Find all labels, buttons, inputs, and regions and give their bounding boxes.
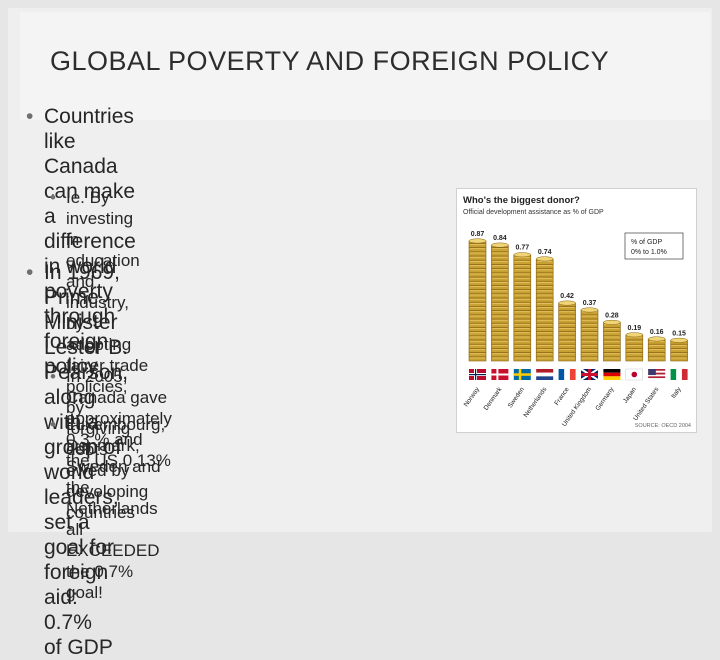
bar-value-label: 0.28	[605, 312, 619, 319]
bar	[468, 238, 487, 362]
germany-flag-icon	[603, 369, 621, 380]
bullet-line: Ie. By investing in education and indust…	[66, 188, 140, 333]
bar	[535, 256, 554, 362]
bullet-line: the US 0.13%	[66, 451, 171, 470]
category-label: France	[553, 386, 571, 407]
bar	[625, 332, 644, 362]
bar	[513, 252, 532, 362]
legend-title: % of GDP	[631, 239, 662, 246]
chart-legend: % of GDP 0% to 1.0%	[624, 232, 684, 260]
category-label: Sweden	[507, 386, 526, 410]
japan-flag-icon	[625, 368, 644, 381]
bar	[580, 307, 599, 362]
norway-flag-icon	[469, 369, 486, 380]
bar-value-label: 0.74	[538, 249, 552, 256]
category-label: Germany	[594, 386, 615, 413]
chart-source: SOURCE: OECD 2004	[635, 423, 691, 429]
bar	[491, 242, 509, 362]
bullet-line: adopting fairer trade policies, by forgi…	[66, 335, 149, 438]
bullet-marker: •	[26, 261, 34, 284]
bar	[603, 319, 621, 362]
netherlands-flag-icon	[536, 369, 554, 380]
italy-flag-icon	[670, 369, 688, 380]
bar-value-label: 0.15	[672, 330, 686, 337]
usa-flag-icon	[648, 369, 666, 380]
bar-value-label: 0.77	[515, 245, 529, 252]
bullet-marker: •	[26, 105, 34, 128]
uk-flag-icon	[580, 368, 599, 381]
bullet-line: foreign policy	[44, 330, 109, 378]
bar	[670, 337, 688, 362]
chart-bars: 0.87 0.84 0.77 0.74 0.42 0.37 0.28 0.19 0.16 0.15	[468, 231, 688, 362]
bar-value-label: 0.37	[583, 300, 597, 307]
bullet-line: In 2005, Canada gave approximately 0.3 %…	[66, 367, 172, 449]
sweden-flag-icon	[513, 369, 531, 380]
bullet-marker: •	[50, 367, 56, 386]
bar-value-label: 0.87	[471, 231, 485, 238]
bullet-line: Countries like Canada can make a	[44, 105, 136, 228]
bullet-marker: •	[50, 188, 56, 207]
france-flag-icon	[558, 369, 576, 380]
bullet-line: Luxembourg, Denmark, Sweden and the	[66, 415, 166, 497]
donor-chart-svg: Who's the biggest donor? Official develo…	[463, 195, 691, 429]
bar-value-label: 0.84	[493, 235, 507, 242]
legend-note: 0% to 1.0%	[631, 249, 667, 256]
bullet-line: Netherlands all EXCEEDED the 0.7% goal!	[66, 499, 160, 602]
bullet-line: difference in world poverty through	[44, 230, 136, 328]
title-box	[20, 12, 710, 120]
bullet-marker: •	[50, 415, 56, 434]
bar	[558, 300, 576, 362]
bar-value-label: 0.16	[650, 329, 664, 336]
category-label: Netherlands	[522, 386, 548, 419]
bullet-line: Pearson, along with a group of world	[44, 361, 129, 484]
category-label: Japan	[622, 386, 638, 405]
donor-chart: Who's the biggest donor? Official develo…	[456, 188, 697, 433]
chart-flags	[469, 368, 688, 381]
bar-value-label: 0.19	[627, 325, 641, 332]
bar-value-label: 0.42	[560, 293, 574, 300]
slide-title: GLOBAL POVERTY AND FOREIGN POLICY	[50, 46, 610, 76]
bullet-line: debts owed by developing countries	[66, 440, 149, 522]
category-label: Norway	[463, 386, 482, 409]
category-label: Italy	[670, 386, 683, 400]
chart-subtitle: Official development assistance as % of …	[463, 209, 604, 216]
bullet-line: of GDP	[44, 636, 113, 659]
denmark-flag-icon	[491, 369, 509, 380]
bar	[647, 336, 666, 362]
category-label: Denmark	[483, 386, 504, 412]
bullet-line: In 1969, Prime Minister Lester B.	[44, 261, 129, 359]
chart-title: Who's the biggest donor?	[463, 195, 580, 206]
